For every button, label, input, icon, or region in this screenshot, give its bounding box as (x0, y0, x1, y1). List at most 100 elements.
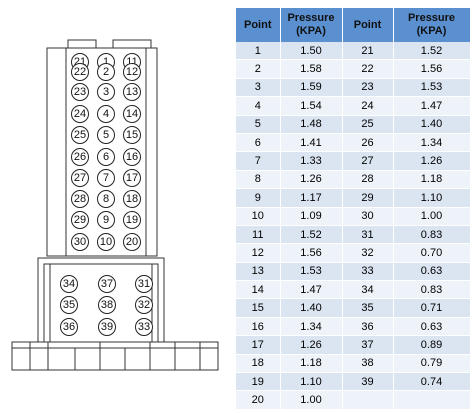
table-row: 1 1.50 21 1.52 (236, 42, 471, 61)
table-cell: 24 (342, 96, 394, 116)
table-cell: 22 (342, 59, 394, 79)
point-circle (97, 63, 115, 81)
table-cell: 1.09 (280, 207, 343, 226)
point-circle (97, 148, 115, 166)
table-row: 13 1.53 33 0.63 (236, 262, 471, 282)
table-cell: 1.17 (280, 188, 343, 208)
table-cell: 17 (236, 335, 281, 355)
point-circle (98, 275, 116, 293)
point-label: 10 (100, 236, 112, 248)
header-text: Pressure (287, 12, 335, 24)
point-circle (123, 190, 141, 208)
measure-point: 5 (97, 126, 115, 144)
table-cell: 25 (342, 115, 394, 134)
table-row: 11 1.52 31 0.83 (236, 225, 471, 245)
point-label: 38 (101, 299, 113, 311)
point-label: 31 (138, 278, 150, 290)
measure-point: 27 (71, 169, 89, 187)
table-cell: 1.33 (280, 151, 343, 171)
table-cell: 1.26 (393, 151, 471, 171)
table-cell: 0.74 (393, 372, 471, 392)
table-row: 12 1.56 32 0.70 (236, 243, 471, 263)
table-row: 3 1.59 23 1.53 (236, 78, 471, 98)
measure-point: 37 (98, 275, 116, 293)
header-text: Point (353, 18, 382, 31)
point-circle (71, 211, 89, 229)
table-cell: 8 (236, 170, 281, 190)
table-cell: 0.83 (393, 280, 471, 300)
table-cell: 1.52 (280, 225, 343, 245)
measure-point: 6 (97, 148, 115, 166)
table-cell: 29 (342, 188, 394, 208)
table-cell: 26 (342, 133, 394, 153)
table-row: 20 1.00 (236, 390, 471, 410)
measure-point: 35 (60, 296, 78, 314)
point-label: 30 (74, 236, 86, 248)
header-cell: Pressure (KPA) (393, 8, 471, 42)
point-circle (97, 105, 115, 123)
table-cell: 1.18 (393, 170, 471, 190)
measure-point: 20 (123, 233, 141, 251)
measure-point: 32 (135, 296, 153, 314)
table-cell: 28 (342, 170, 394, 190)
table-cell: 15 (236, 298, 281, 318)
table-cell: 0.63 (393, 317, 471, 337)
point-label: 34 (63, 278, 75, 290)
header-cell: Pressure (KPA) (280, 8, 343, 42)
point-label: 22 (74, 66, 86, 78)
table-cell: 14 (236, 280, 281, 300)
table-row: 5 1.48 25 1.40 (236, 115, 471, 134)
measure-point: 23 (71, 83, 89, 101)
table-cell: 19 (236, 372, 281, 392)
table-cell: 6 (236, 133, 281, 153)
point-circle (123, 211, 141, 229)
point-circle (97, 233, 115, 251)
table-cell: 21 (342, 42, 394, 61)
point-label: 8 (103, 193, 109, 205)
table-row: 9 1.17 29 1.10 (236, 188, 471, 208)
table-cell: 1.53 (393, 78, 471, 98)
point-circle (97, 126, 115, 144)
table-cell: 1.26 (280, 170, 343, 190)
table-cell: 1.54 (280, 96, 343, 116)
point-label: 36 (63, 321, 75, 333)
table-row: 7 1.33 27 1.26 (236, 151, 471, 171)
point-circle (97, 211, 115, 229)
point-circle (135, 296, 153, 314)
point-label: 6 (103, 151, 109, 163)
measure-point: 18 (123, 190, 141, 208)
header-text: (KPA) (296, 25, 326, 37)
table-cell: 11 (236, 225, 281, 245)
point-circle (71, 83, 89, 101)
table-cell: 9 (236, 188, 281, 208)
table-cell: 1.56 (393, 59, 471, 79)
table-cell: 20 (236, 390, 281, 410)
point-circle (123, 169, 141, 187)
point-circle (71, 148, 89, 166)
point-label: 13 (126, 86, 138, 98)
measure-point: 28 (71, 190, 89, 208)
point-label: 14 (126, 108, 138, 120)
table-cell: 1.47 (280, 280, 343, 300)
table-cell: 1.40 (393, 115, 471, 134)
point-label: 2 (103, 66, 109, 78)
measure-point: 36 (60, 318, 78, 336)
empty-cell (393, 390, 471, 410)
point-label: 7 (103, 172, 109, 184)
measure-point: 29 (71, 211, 89, 229)
measure-point: 30 (71, 233, 89, 251)
point-label: 29 (74, 214, 86, 226)
point-circle (98, 318, 116, 336)
point-label: 24 (74, 108, 86, 120)
table-cell: 0.79 (393, 354, 471, 374)
empty-cell (342, 390, 394, 410)
point-circle (60, 275, 78, 293)
header-cell: Point (236, 8, 281, 42)
measure-point: 17 (123, 169, 141, 187)
table-row: 10 1.09 30 1.00 (236, 207, 471, 226)
measure-point: 3 (97, 83, 115, 101)
table-cell: 1.50 (280, 42, 343, 61)
building-outline (11, 39, 219, 371)
table-cell: 18 (236, 354, 281, 374)
